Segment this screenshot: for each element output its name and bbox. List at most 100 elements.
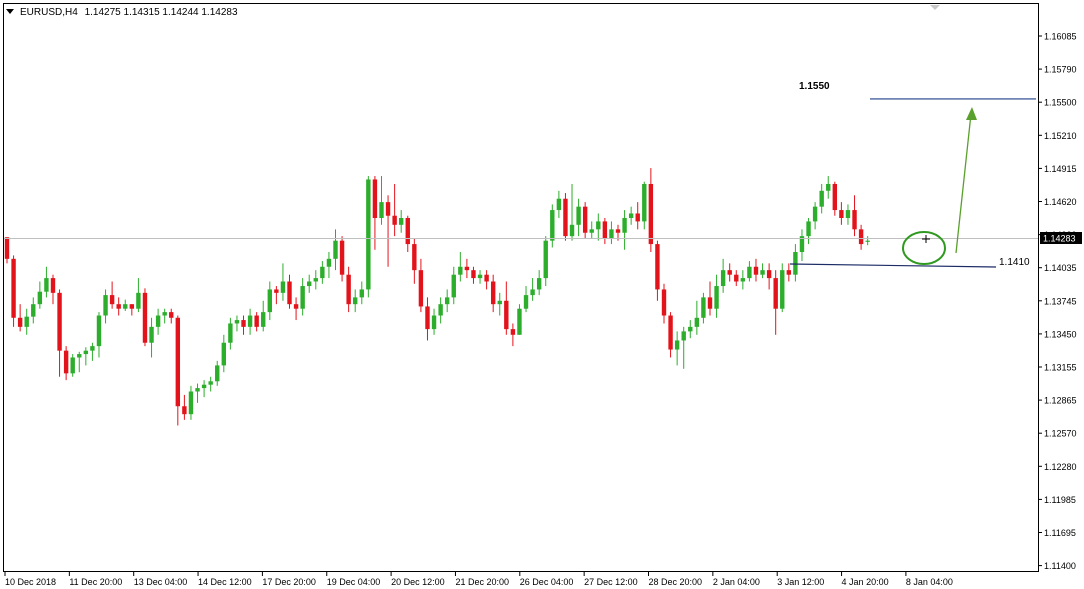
candle-body <box>596 221 601 230</box>
candle <box>635 202 640 230</box>
time-label: 13 Dec 04:00 <box>134 577 188 587</box>
candle <box>353 289 358 313</box>
candle <box>609 221 614 245</box>
candle <box>812 202 818 230</box>
candle-body <box>694 317 700 327</box>
price-label: 1.14620 <box>1044 197 1077 207</box>
symbol-dropdown-icon[interactable] <box>6 9 14 14</box>
candle-body <box>517 308 522 335</box>
candle-body <box>504 300 509 330</box>
candle <box>832 181 838 216</box>
candle <box>438 297 443 324</box>
time-label: 21 Dec 20:00 <box>455 577 509 587</box>
projection-arrow-line <box>955 113 972 254</box>
candle-body <box>399 217 404 225</box>
candle <box>392 183 397 237</box>
candle-body <box>780 270 785 309</box>
candle-body <box>228 323 233 343</box>
candle <box>405 215 410 253</box>
candle-body <box>149 326 154 343</box>
time-label: 8 Jan 04:00 <box>906 577 953 587</box>
candle-body <box>438 304 443 316</box>
price-label: 1.11695 <box>1044 528 1076 538</box>
candle <box>793 244 798 282</box>
candle <box>31 297 36 324</box>
candle-body <box>425 306 430 330</box>
candle <box>142 288 148 347</box>
candle-body <box>366 179 371 290</box>
price-label: 1.14915 <box>1044 164 1077 174</box>
candle-body <box>116 304 121 309</box>
candle <box>799 229 805 262</box>
time-label: 20 Dec 12:00 <box>391 577 445 587</box>
price-label: 1.13745 <box>1044 296 1077 306</box>
candle <box>254 312 259 332</box>
candle-body <box>536 278 542 290</box>
candle <box>451 266 456 305</box>
chart-shift-marker[interactable] <box>930 5 940 10</box>
candle <box>109 281 115 309</box>
candle <box>576 198 581 237</box>
candle <box>412 238 417 284</box>
candle <box>523 286 529 313</box>
candle-body <box>661 289 667 316</box>
candle <box>169 308 174 324</box>
candle-body <box>812 206 818 222</box>
candle-body <box>766 270 772 279</box>
candle-body <box>372 179 378 218</box>
candle-body <box>50 278 56 293</box>
candle <box>247 308 253 335</box>
price-label: 1.16085 <box>1044 32 1077 42</box>
candle-body <box>17 317 23 327</box>
candle <box>287 274 292 309</box>
candle <box>543 236 548 287</box>
candle <box>826 176 831 199</box>
symbol-timeframe: EURUSD,H4 <box>20 7 78 18</box>
candle-body <box>826 183 831 191</box>
candle <box>556 190 562 218</box>
candle <box>740 270 746 290</box>
candle <box>103 289 108 324</box>
candle <box>155 308 161 335</box>
candle <box>366 176 371 298</box>
candle-body <box>530 289 535 296</box>
candle-body <box>188 391 194 415</box>
candle-body <box>353 297 358 305</box>
price-label: 1.15210 <box>1044 131 1077 141</box>
time-label: 27 Dec 12:00 <box>584 577 638 587</box>
candle <box>379 176 384 225</box>
candle <box>681 326 686 369</box>
support-level-line <box>789 263 997 268</box>
candle-body <box>339 240 345 275</box>
candle-body <box>747 266 752 279</box>
candle <box>359 281 364 305</box>
candle-body <box>622 217 627 233</box>
candle-body <box>714 286 719 309</box>
candle-body <box>819 190 824 207</box>
candle-body <box>254 315 259 327</box>
candle <box>241 315 246 335</box>
candle <box>11 255 16 327</box>
candle-body <box>247 315 253 327</box>
candle <box>504 281 509 335</box>
candle-body <box>162 312 167 316</box>
candle <box>333 229 338 271</box>
candle <box>602 217 608 245</box>
candle-body <box>648 183 654 245</box>
candle-body <box>543 240 548 279</box>
candle-body <box>300 286 305 309</box>
projection-arrow-head <box>966 107 977 120</box>
candle-body <box>642 183 647 222</box>
candle <box>734 270 739 287</box>
candle-body <box>635 213 640 222</box>
candle <box>661 283 667 324</box>
candle-body <box>727 270 732 275</box>
candle-body <box>267 289 272 313</box>
overlay-layer: 1.1550 1.1410 <box>4 81 1038 268</box>
candle-body <box>175 317 181 407</box>
candle-body <box>37 291 43 305</box>
candle <box>221 334 227 373</box>
candle <box>182 394 187 420</box>
